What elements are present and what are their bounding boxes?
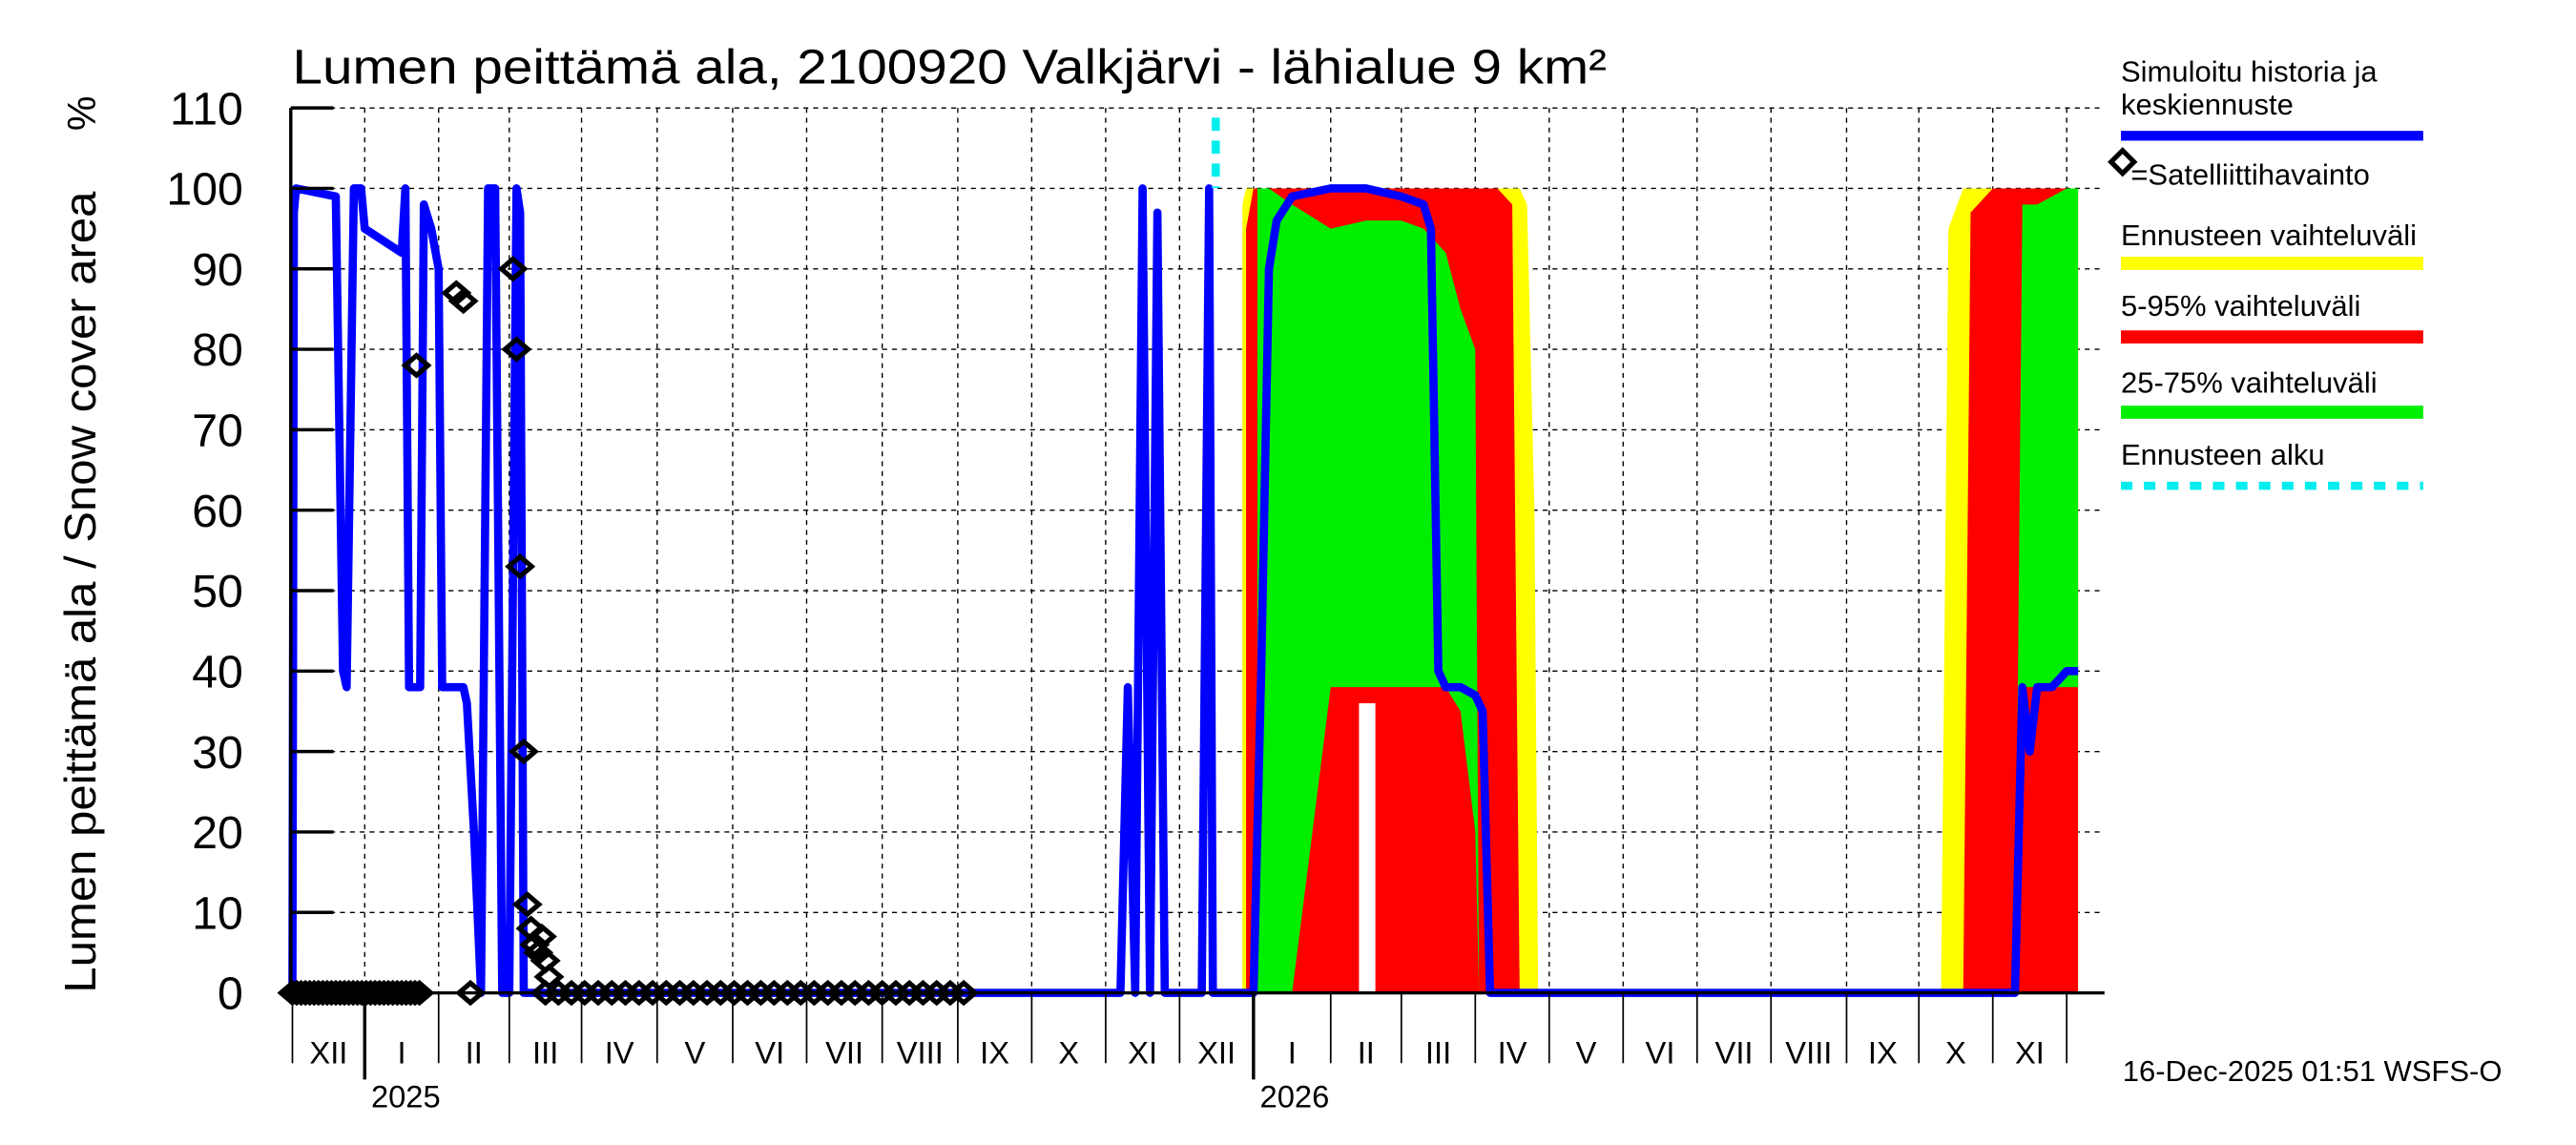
- x-year-label: 2025: [371, 1079, 441, 1114]
- chart-title: Lumen peittämä ala, 2100920 Valkjärvi - …: [293, 39, 1608, 94]
- x-month-label: IX: [980, 1034, 1009, 1070]
- x-month-label: X: [1945, 1034, 1966, 1070]
- satellite-observation-diamond: [530, 947, 561, 974]
- legend-swatch-range: [2121, 257, 2423, 270]
- y-tick-label: 30: [192, 727, 243, 779]
- y-tick-label: 70: [192, 406, 243, 457]
- x-month-label: II: [1358, 1034, 1375, 1070]
- legend-swatch-25-75: [2121, 406, 2423, 419]
- x-month-label: VI: [1646, 1034, 1675, 1070]
- satellite-observation-diamond: [497, 256, 529, 282]
- satellite-observation-diamond: [511, 891, 543, 918]
- legend-swatch-5-95: [2121, 330, 2423, 344]
- x-month-label: XII: [1197, 1034, 1236, 1070]
- x-month-label: VII: [825, 1034, 863, 1070]
- x-month-label: XI: [2015, 1034, 2045, 1070]
- satellite-observation-diamond: [401, 352, 432, 379]
- y-tick-label: 100: [166, 164, 242, 216]
- satellite-observation-diamond: [501, 336, 532, 363]
- satellite-observations: [277, 256, 980, 1007]
- x-month-label: III: [532, 1034, 558, 1070]
- x-month-label: VII: [1715, 1034, 1754, 1070]
- x-month-label: IV: [1498, 1034, 1527, 1070]
- x-month-label: V: [1576, 1034, 1597, 1070]
- satellite-observation-diamond: [508, 738, 539, 765]
- x-month-label: IV: [605, 1034, 634, 1070]
- satellite-observation-diamond: [447, 287, 479, 315]
- y-tick-label: 110: [170, 83, 243, 135]
- legend-label-simulated-line2: keskiennuste: [2121, 88, 2294, 121]
- legend-swatch-simulated: [2121, 131, 2423, 141]
- forecast-bands: [1242, 188, 2079, 993]
- x-month-label: II: [466, 1034, 483, 1070]
- y-tick-label: 50: [192, 566, 243, 617]
- y-axis-unit: %: [60, 96, 104, 132]
- y-tick-label: 20: [192, 807, 243, 859]
- y-axis-label: Lumen peittämä ala / Snow cover area: [55, 191, 105, 992]
- x-tick-labels: XII I II III IV V VI VII VIII IX X XI XII I II III IV V VI…: [309, 1034, 2045, 1114]
- x-month-label: X: [1058, 1034, 1079, 1070]
- satellite-observation-diamond: [505, 553, 536, 580]
- x-month-label: IX: [1868, 1034, 1898, 1070]
- x-month-label: VI: [755, 1034, 784, 1070]
- x-month-label: VIII: [897, 1034, 944, 1070]
- y-tick-label: 0: [218, 968, 243, 1020]
- y-tick-label: 10: [192, 887, 243, 939]
- x-month-label: III: [1425, 1034, 1451, 1070]
- satellite-observation-diamond: [526, 923, 557, 950]
- y-tick-label: 90: [192, 244, 243, 296]
- legend-label-25-75: 25-75% vaihteluväli: [2121, 365, 2378, 399]
- y-tick-label: 80: [192, 324, 243, 376]
- legend-label-range: Ennusteen vaihteluväli: [2121, 219, 2417, 252]
- timestamp: 16-Dec-2025 01:51 WSFS-O: [2123, 1054, 2503, 1088]
- legend-label-satellite: =Satelliittihavainto: [2130, 158, 2370, 192]
- legend-label-forecast-start: Ennusteen alku: [2121, 438, 2325, 471]
- legend-diamond-icon: [2108, 147, 2138, 177]
- y-tick-label: 40: [192, 647, 243, 698]
- legend-label-5-95: 5-95% vaihteluväli: [2121, 289, 2360, 323]
- legend: Simuloitu historia ja keskiennuste =Sate…: [2108, 55, 2423, 490]
- x-month-label: I: [397, 1034, 405, 1070]
- x-month-label: V: [684, 1034, 705, 1070]
- x-month-label: XII: [309, 1034, 347, 1070]
- y-tick-label: 60: [192, 486, 243, 537]
- x-month-label: XI: [1128, 1034, 1157, 1070]
- x-month-label: VIII: [1785, 1034, 1832, 1070]
- x-year-label: 2026: [1260, 1079, 1330, 1114]
- axes: [289, 106, 2105, 1080]
- y-tick-labels: 0 10 20 30 40 50 60 70 80 90 100 110: [166, 83, 242, 1019]
- grid-lines: [290, 107, 2105, 993]
- x-month-label: I: [1288, 1034, 1297, 1070]
- legend-label-simulated-line1: Simuloitu historia ja: [2121, 55, 2378, 89]
